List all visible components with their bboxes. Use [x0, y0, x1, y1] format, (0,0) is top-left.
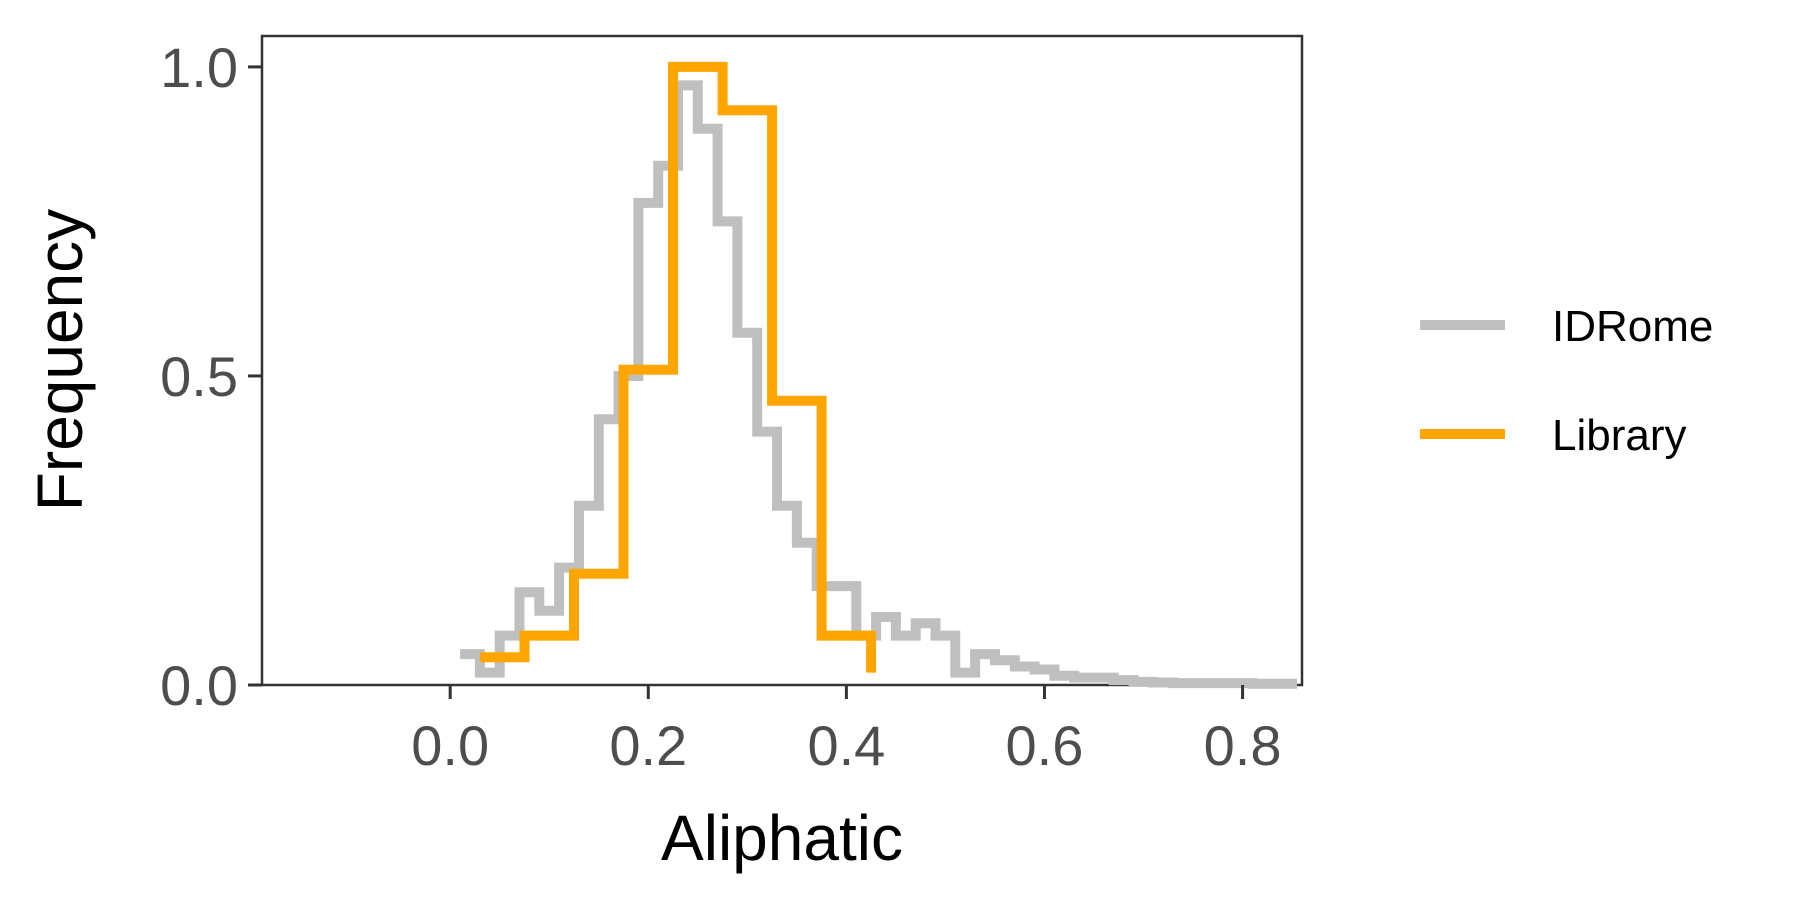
y-axis-title: Frequency: [24, 209, 96, 511]
legend-label-idrome: IDRome: [1552, 302, 1713, 351]
x-tick-label: 0.0: [411, 714, 489, 777]
series-line-library: [479, 61, 877, 673]
x-tick-label: 0.6: [1006, 714, 1084, 777]
x-axis: 0.0 0.2 0.4 0.6 0.8: [411, 685, 1282, 777]
x-tick-label: 0.2: [609, 714, 687, 777]
y-tick-label: 0.0: [160, 654, 238, 717]
x-tick-label: 0.8: [1204, 714, 1282, 777]
series-layer: [460, 61, 1297, 689]
y-tick-label: 1.0: [160, 36, 238, 99]
x-axis-title: Aliphatic: [661, 802, 903, 874]
y-axis: 0.0 0.5 1.0: [160, 36, 262, 717]
legend: IDRome Library: [1420, 302, 1713, 460]
x-tick-label: 0.4: [807, 714, 885, 777]
legend-label-library: Library: [1552, 411, 1687, 460]
y-tick-label: 0.5: [160, 345, 238, 408]
series-line-idrome: [460, 80, 1297, 689]
panel-border: [260, 34, 1304, 687]
